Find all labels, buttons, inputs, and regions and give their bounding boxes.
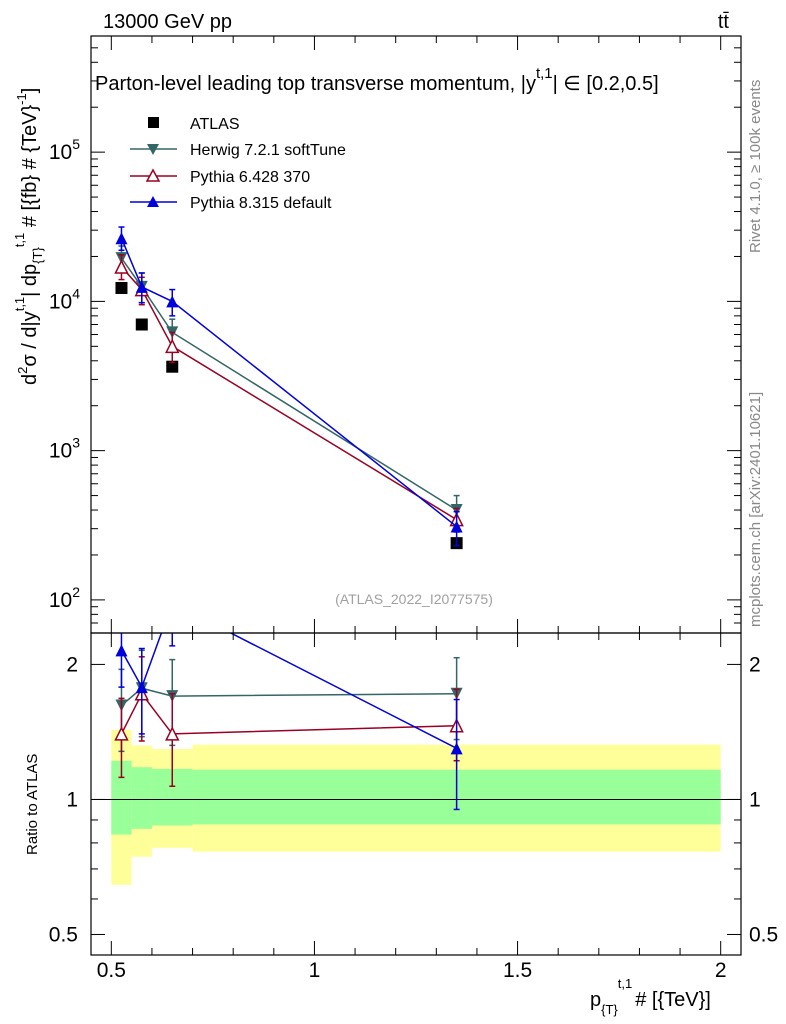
ratio-y-tick-label: 1 [66, 788, 78, 811]
legend-pythia8-label: Pythia 8.315 default [190, 195, 332, 212]
x-tick-label: 1 [309, 959, 321, 982]
pythia-8-315-default-point [135, 280, 148, 293]
ratio-y-tick-label: 0.5 [49, 923, 78, 946]
main-plot-area [114, 226, 464, 550]
stat-uncertainty-band [131, 767, 152, 829]
legend-pythia6: Pythia 6.428 370 [130, 168, 310, 186]
ratio-frame [90, 632, 742, 956]
rivet-version-label: Rivet 4.1.0, ≥ 100k events [747, 80, 764, 253]
pythia-8-315-default-ratio-line [120, 633, 457, 750]
ratio-y-tick-label-right: 1 [749, 788, 761, 811]
ratio-y-tick-label: 2 [66, 653, 78, 676]
legend-atlas: ATLAS [148, 116, 240, 133]
main-axes: 102 103 104 105 [49, 35, 741, 634]
mcplots-label: mcplots.cern.ch [arXiv:2401.10621] [747, 392, 764, 627]
main-frame [90, 35, 742, 634]
pythia-6-428-370-point [165, 338, 180, 354]
pythia-8-315-default-ratio-point [115, 644, 128, 657]
stat-uncertainty-band [111, 760, 132, 835]
legend-atlas-marker [148, 117, 159, 128]
main-ylabel: d2σ / d|yt,1| dp{T}t,1 # [{fb} # {TeV}-1… [12, 88, 45, 385]
legend-atlas-label: ATLAS [190, 116, 240, 133]
legend-herwig: Herwig 7.2.1 softTune [130, 142, 346, 159]
herwig-7-2-1-softtune-line [120, 257, 458, 511]
atlas-data-point [115, 281, 128, 294]
pythia-8-315-default-ratio-point [450, 742, 463, 755]
pythia-6-428-370-ratio-point [165, 726, 180, 741]
legend-pythia6-marker [145, 168, 161, 182]
pythia-6-428-370-line [120, 266, 458, 521]
x-tick-label: 1.5 [503, 959, 532, 982]
pythia-6-428-370-point [114, 259, 129, 274]
main-y-tick-label: 104 [49, 285, 80, 313]
pythia-6-428-370-ratio-point [114, 726, 129, 741]
ratio-y-tick-label-right: 0.5 [749, 923, 778, 946]
pythia-8-315-default-point [450, 520, 463, 533]
legend-pythia8-marker [147, 196, 159, 207]
pythia-8-315-default-ratio-point [135, 681, 148, 694]
herwig-7-2-1-softtune-ratio-line [120, 687, 457, 707]
ratio-plot-area [91, 597, 741, 885]
x-tick-label: 0.5 [97, 959, 126, 982]
atlas-data-point [135, 318, 148, 331]
main-y-tick-label: 105 [49, 136, 80, 164]
ratio-ylabel: Ratio to ATLAS [24, 754, 41, 855]
legend-herwig-label: Herwig 7.2.1 softTune [190, 142, 346, 159]
main-y-tick-label: 102 [49, 584, 80, 612]
legend-pythia6-label: Pythia 6.428 370 [190, 169, 310, 186]
legend: ATLAS Herwig 7.2.1 softTune Pythia 6.428… [130, 116, 346, 212]
x-axis-label: p{T}t,1# [{TeV}] [590, 976, 711, 1017]
pythia-8-315-default-point [115, 232, 128, 245]
atlas-data-point [166, 360, 179, 373]
pythia-8-315-default-point [166, 295, 179, 308]
main-title: Parton-level leading top transverse mome… [95, 65, 659, 95]
energy-label: 13000 GeV pp [103, 11, 232, 33]
pythia-6-428-370-ratio-line [120, 692, 457, 735]
ratio-y-tick-label-right: 2 [749, 653, 761, 676]
legend-herwig-marker [147, 144, 159, 155]
x-tick-label: 2 [715, 959, 727, 982]
ratio-axes: 0.5 1 1.5 2 0.5 0.5 1 1 2 2 [49, 633, 778, 982]
pythia-8-315-default-ratio-point [166, 597, 178, 609]
process-label: tt̄ [718, 11, 730, 33]
main-y-tick-label: 103 [49, 435, 80, 463]
legend-pythia8: Pythia 8.315 default [130, 195, 332, 212]
analysis-id-watermark: (ATLAS_2022_I2077575) [335, 591, 493, 607]
pythia-8-315-default-line [120, 237, 458, 528]
